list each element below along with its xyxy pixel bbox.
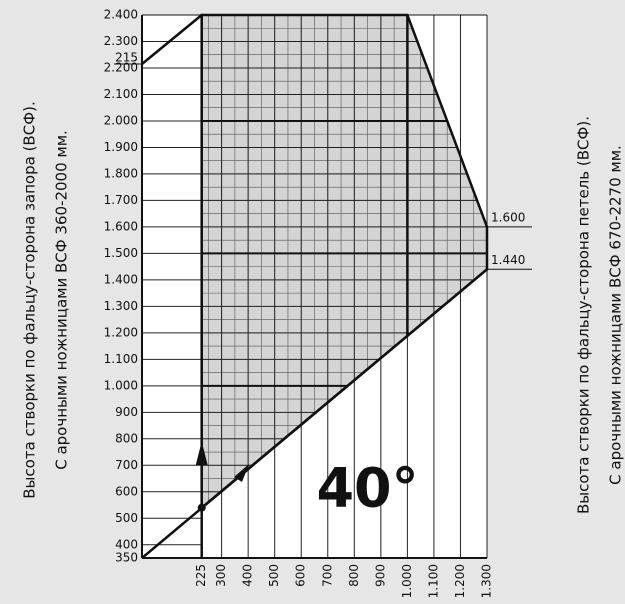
- y-tick-label: 500: [115, 511, 138, 525]
- boundary-line: [141, 14, 203, 65]
- y-tick-label: 2.400: [104, 8, 138, 22]
- point: [197, 503, 206, 512]
- y-tick-label: 1.800: [104, 166, 138, 180]
- y-tick-label: 700: [115, 458, 138, 472]
- annotation: 215: [115, 51, 138, 65]
- x-tick-label: 700: [320, 564, 334, 587]
- y-tick-label: 1.600: [104, 219, 138, 233]
- side-label: С арочными ножницами ВСФ 670-2270 мм.: [607, 145, 625, 485]
- x-tick-label: 600: [294, 564, 308, 587]
- y-tick-label: 1.200: [104, 325, 138, 339]
- y-tick-label: 1.900: [104, 140, 138, 154]
- x-tick-label: 225: [194, 564, 208, 587]
- side-label: Высота створки по фальцу-сторона запора …: [21, 101, 39, 498]
- y-tick-label: 1.000: [104, 378, 138, 392]
- x-tick-label: 500: [267, 564, 281, 587]
- y-tick-label: 2.300: [104, 34, 138, 48]
- y-tick-label: 2.000: [104, 113, 138, 127]
- y-tick-label: 1.500: [104, 246, 138, 260]
- x-tick-label: 1.200: [453, 564, 467, 598]
- side-label: Высота створки по фальцу-сторона петель …: [575, 116, 593, 514]
- side-label: С арочными ножницами ВСФ 360-2000 мм.: [53, 130, 71, 470]
- x-tick-label: 1.100: [426, 564, 440, 598]
- x-tick-label: 400: [241, 564, 255, 587]
- y-tick-label: 350: [115, 551, 138, 565]
- arrow-head: [234, 464, 249, 482]
- y-tick-label: 1.700: [104, 193, 138, 207]
- y-tick-label: 900: [115, 405, 138, 419]
- x-tick-label: 1.300: [480, 564, 494, 598]
- arrow-head: [195, 441, 208, 466]
- y-tick-label: 1.300: [104, 299, 138, 313]
- x-tick-label: 800: [347, 564, 361, 587]
- angle-label: 40°: [316, 456, 418, 519]
- x-tick-label: 900: [373, 564, 387, 587]
- region: [201, 15, 487, 508]
- y-tick-label: 1.100: [104, 352, 138, 366]
- y-tick-label: 400: [115, 537, 138, 551]
- y-tick-label: 800: [115, 431, 138, 445]
- x-tick-label: 1.000: [400, 564, 414, 598]
- x-tick-label: 300: [214, 564, 228, 587]
- y-tick-label: 2.100: [104, 87, 138, 101]
- y-tick-label: 1.400: [104, 272, 138, 286]
- annotation: 1.440: [491, 253, 525, 267]
- annotation: 1.600: [491, 210, 525, 224]
- y-tick-label: 600: [115, 484, 138, 498]
